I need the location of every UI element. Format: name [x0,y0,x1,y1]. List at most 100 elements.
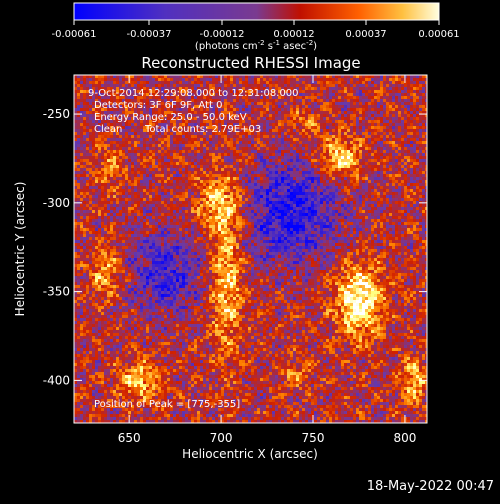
heatmap-cell [308,78,311,81]
heatmap-cell [185,180,188,183]
heatmap-cell [101,189,104,192]
heatmap-cell [305,123,308,126]
heatmap-cell [146,135,149,138]
heatmap-cell [302,195,305,198]
heatmap-cell [260,105,263,108]
heatmap-cell [224,99,227,102]
heatmap-cell [356,162,359,165]
heatmap-cell [284,114,287,117]
heatmap-cell [407,189,410,192]
heatmap-cell [230,135,233,138]
heatmap-cell [128,186,131,189]
heatmap-cell [251,141,254,144]
heatmap-cell [359,114,362,117]
heatmap-cell [164,138,167,141]
heatmap-cell [119,150,122,153]
heatmap-cell [374,105,377,108]
heatmap-cell [401,171,404,174]
heatmap-cell [236,105,239,108]
heatmap-cell [356,195,359,198]
heatmap-cell [170,147,173,150]
heatmap-cell [290,183,293,186]
heatmap-cell [308,147,311,150]
heatmap-cell [185,138,188,141]
heatmap-cell [380,195,383,198]
heatmap-cell [401,177,404,180]
heatmap-cell [302,159,305,162]
heatmap-cell [308,171,311,174]
heatmap-cell [395,102,398,105]
heatmap-cell [305,138,308,141]
heatmap-cell [413,102,416,105]
heatmap-cell [170,135,173,138]
heatmap-cell [194,195,197,198]
heatmap-cell [89,135,92,138]
heatmap-cell [137,150,140,153]
heatmap-cell [302,141,305,144]
heatmap-cell [209,177,212,180]
heatmap-cell [386,123,389,126]
heatmap-cell [257,105,260,108]
heatmap-cell [83,87,86,90]
heatmap-cell [296,111,299,114]
heatmap-cell [257,162,260,165]
heatmap-cell [230,177,233,180]
heatmap-cell [416,84,419,87]
heatmap-cell [329,180,332,183]
heatmap-cell [221,186,224,189]
heatmap-cell [374,129,377,132]
heatmap-cell [113,165,116,168]
heatmap-cell [260,174,263,177]
heatmap-cell [131,144,134,147]
heatmap-cell [410,135,413,138]
heatmap-cell [203,150,206,153]
heatmap-cell [200,195,203,198]
heatmap-cell [179,186,182,189]
heatmap-cell [104,189,107,192]
heatmap-cell [269,195,272,198]
heatmap-cell [218,189,221,192]
heatmap-cell [149,177,152,180]
heatmap-cell [383,153,386,156]
heatmap-cell [401,165,404,168]
heatmap-cell [92,81,95,84]
heatmap-cell [314,180,317,183]
heatmap-cell [224,171,227,174]
heatmap-cell [140,189,143,192]
heatmap-cell [263,108,266,111]
heatmap-cell [353,75,356,78]
heatmap-cell [218,192,221,195]
heatmap-cell [311,144,314,147]
heatmap-cell [332,183,335,186]
heatmap-cell [356,120,359,123]
heatmap-cell [164,180,167,183]
heatmap-cell [116,192,119,195]
heatmap-cell [98,195,101,198]
heatmap-cell [422,102,425,105]
heatmap-cell [344,174,347,177]
heatmap-cell [338,129,341,132]
heatmap-cell [263,81,266,84]
heatmap-cell [317,141,320,144]
heatmap-cell [284,159,287,162]
heatmap-cell [344,75,347,78]
heatmap-cell [275,159,278,162]
heatmap-cell [215,156,218,159]
heatmap-cell [236,189,239,192]
heatmap-cell [329,123,332,126]
heatmap-cell [254,189,257,192]
heatmap-cell [407,102,410,105]
heatmap-cell [170,183,173,186]
heatmap-cell [296,162,299,165]
heatmap-cell [191,75,194,78]
heatmap-cell [176,186,179,189]
heatmap-cell [398,111,401,114]
heatmap-cell [275,186,278,189]
heatmap-cell [275,138,278,141]
heatmap-cell [164,192,167,195]
heatmap-cell [227,171,230,174]
heatmap-cell [395,84,398,87]
heatmap-cell [392,159,395,162]
heatmap-cell [260,117,263,120]
heatmap-cell [365,183,368,186]
